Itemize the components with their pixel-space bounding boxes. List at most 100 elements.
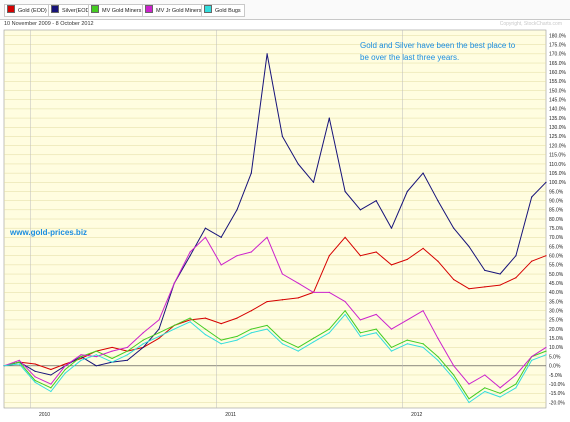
- data-point: [266, 53, 268, 55]
- y-tick-label: 100.0%: [549, 180, 567, 186]
- data-point: [126, 346, 128, 349]
- data-point: [142, 343, 144, 345]
- data-point: [34, 376, 36, 378]
- data-point: [515, 374, 517, 376]
- y-tick-label: 135.0%: [549, 116, 567, 122]
- data-point: [34, 381, 36, 383]
- data-point: [484, 390, 486, 393]
- legend-item: Gold (EOD): [4, 4, 51, 17]
- legend-item: Gold Bugs: [201, 4, 245, 17]
- y-tick-label: 170.0%: [549, 52, 567, 58]
- data-point: [359, 255, 362, 257]
- data-point: [64, 365, 66, 367]
- y-tick-label: 130.0%: [549, 125, 567, 131]
- data-point: [281, 343, 283, 345]
- data-point: [545, 346, 547, 349]
- data-point: [173, 328, 175, 330]
- data-point: [95, 354, 97, 356]
- data-point: [375, 251, 377, 253]
- data-point: [453, 378, 455, 380]
- data-point: [328, 332, 330, 334]
- y-tick-label: 150.0%: [549, 88, 567, 94]
- data-point: [375, 313, 377, 316]
- data-point: [406, 343, 408, 345]
- data-point: [220, 264, 222, 266]
- data-point: [50, 390, 52, 393]
- data-point: [204, 334, 207, 336]
- y-tick-label: 140.0%: [549, 107, 567, 113]
- data-point: [297, 346, 299, 349]
- data-point: [328, 328, 330, 330]
- data-point: [266, 300, 268, 303]
- y-tick-label: 35.0%: [549, 299, 564, 305]
- data-point: [220, 343, 222, 345]
- data-point: [95, 365, 97, 367]
- y-tick-label: 145.0%: [549, 98, 567, 104]
- y-tick-label: 20.0%: [549, 327, 564, 333]
- data-point: [173, 324, 175, 327]
- date-range: 10 November 2009 - 8 October 2012: [4, 21, 94, 27]
- data-point: [375, 200, 377, 202]
- data-point: [281, 299, 283, 301]
- data-point: [390, 346, 393, 349]
- data-point: [499, 284, 501, 286]
- y-tick-label: 80.0%: [549, 217, 564, 223]
- y-tick-label: 75.0%: [549, 226, 564, 232]
- y-tick-label: 85.0%: [549, 208, 564, 214]
- annotation-line-1: Gold and Silver have been the best place…: [360, 41, 516, 50]
- data-point: [484, 269, 486, 271]
- y-tick-label: -15.0%: [549, 391, 565, 397]
- data-point: [344, 313, 346, 316]
- data-point: [312, 181, 315, 183]
- data-point: [297, 163, 299, 165]
- data-point: [468, 245, 470, 248]
- data-point: [250, 328, 252, 330]
- data-point: [499, 387, 501, 389]
- data-point: [468, 383, 470, 385]
- x-tick-label: 2010: [39, 412, 50, 418]
- data-point: [499, 392, 501, 394]
- y-tick-label: 125.0%: [549, 134, 567, 140]
- y-tick-label: 30.0%: [549, 309, 564, 315]
- data-point: [344, 300, 346, 303]
- data-point: [204, 328, 207, 330]
- data-point: [236, 339, 238, 341]
- y-tick-label: 175.0%: [549, 42, 567, 48]
- watermark: www.gold-prices.biz: [10, 228, 88, 237]
- x-tick-label: 2012: [411, 412, 422, 418]
- data-point: [250, 332, 252, 334]
- y-tick-label: 40.0%: [549, 290, 564, 296]
- y-tick-label: 110.0%: [549, 162, 566, 168]
- data-point: [344, 236, 346, 238]
- data-point: [266, 328, 268, 330]
- data-point: [359, 335, 362, 338]
- data-point: [95, 350, 97, 352]
- y-tick-label: 55.0%: [549, 263, 564, 269]
- data-point: [390, 264, 393, 266]
- data-point: [437, 260, 439, 262]
- legend-item: Silver(EOD): [48, 4, 96, 17]
- data-point: [344, 190, 346, 193]
- data-point: [34, 379, 36, 382]
- data-point: [189, 321, 191, 323]
- series-line-1: [3, 53, 547, 376]
- data-point: [531, 196, 533, 198]
- data-point: [111, 350, 113, 352]
- data-point: [312, 341, 315, 343]
- legend-swatch: [204, 5, 212, 13]
- data-point: [281, 135, 283, 138]
- data-point: [266, 324, 268, 327]
- data-point: [236, 335, 238, 338]
- y-tick-label: -20.0%: [549, 400, 565, 406]
- data-point: [531, 356, 533, 358]
- data-point: [158, 337, 160, 339]
- data-point: [80, 354, 82, 356]
- y-tick-label: 15.0%: [549, 336, 564, 342]
- legend-label: Gold Bugs: [215, 8, 241, 14]
- data-point: [422, 310, 424, 312]
- y-tick-label: 180.0%: [549, 33, 567, 39]
- data-point: [390, 350, 393, 352]
- data-point: [18, 359, 20, 361]
- data-point: [281, 273, 283, 275]
- data-point: [50, 387, 52, 389]
